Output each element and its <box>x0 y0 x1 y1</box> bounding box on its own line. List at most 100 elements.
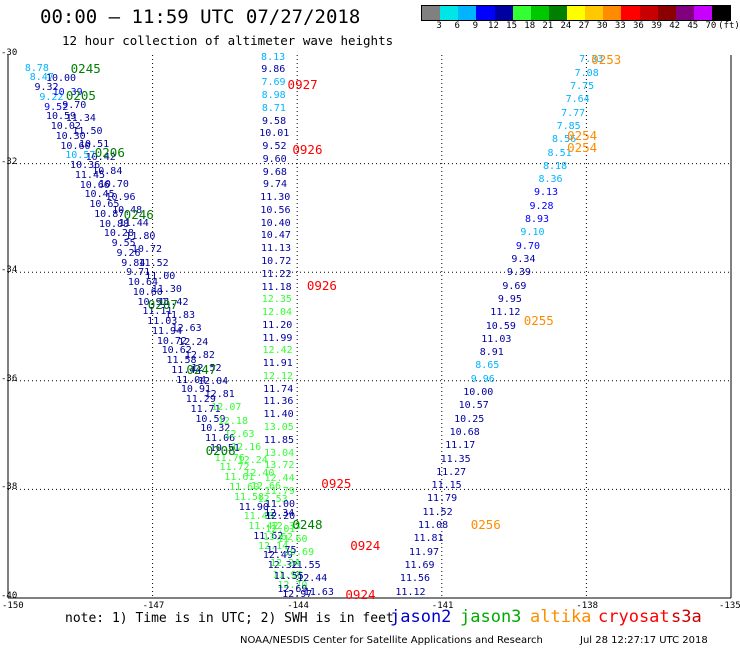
wave-height-value: 10.42 <box>85 152 116 164</box>
colorbar-swatch <box>585 6 604 20</box>
wave-height-value: 11.81 <box>413 533 444 545</box>
wave-height-value: 10.65 <box>89 199 120 211</box>
wave-height-value: 11.80 <box>125 231 156 243</box>
wave-height-value: 11.03 <box>147 316 178 328</box>
wave-height-value: 8.65 <box>475 360 500 372</box>
wave-height-value: 12.44 <box>297 573 328 585</box>
wave-height-value: 11.40 <box>243 511 274 523</box>
longitude-tick-label: -135 <box>719 601 740 611</box>
pass-time-label: 0207 <box>147 296 178 312</box>
wave-height-value: 10.70 <box>98 178 129 190</box>
wave-height-value: 12.20 <box>265 511 296 523</box>
wave-height-value: 11.85 <box>263 434 295 446</box>
wave-height-value: 12.63 <box>171 323 202 335</box>
wave-height-value: 11.22 <box>261 268 292 280</box>
wave-height-value: 8.56 <box>552 134 577 146</box>
wave-height-value: 11.36 <box>263 396 294 408</box>
wave-height-value: 13.04 <box>264 447 295 459</box>
wave-height-value: 10.84 <box>92 165 123 177</box>
wave-height-value: 11.72 <box>219 462 250 474</box>
wave-height-value: 11.12 <box>490 307 521 319</box>
wave-height-value: 9.52 <box>262 141 287 153</box>
colorbar-label: 30 <box>596 21 608 31</box>
wave-height-value: 11.11 <box>142 306 173 318</box>
wave-height-value: 12.49 <box>262 550 293 562</box>
colorbar-swatch <box>494 6 513 20</box>
wave-height-value: 8.13 <box>261 51 286 63</box>
wave-height-value: 13.05 <box>263 421 294 433</box>
longitude-tick-label: -150 <box>2 601 24 611</box>
pass-time-label: 0924 <box>345 587 376 603</box>
wave-height-value: 11.12 <box>395 586 426 598</box>
wave-height-value: 7.85 <box>556 120 581 132</box>
wave-height-value: 9.58 <box>262 115 287 127</box>
wave-height-value: 10.01 <box>259 128 290 140</box>
wave-height-value: 11.75 <box>266 545 297 557</box>
wave-height-value: 8.36 <box>538 174 563 186</box>
wave-height-value: 10.51 <box>79 139 110 151</box>
wave-height-value: 8.71 <box>261 102 286 114</box>
map-subtitle: 12 hour collection of altimeter wave hei… <box>62 33 394 48</box>
wave-height-value: 9.74 <box>263 179 288 191</box>
wave-height-value: 12.81 <box>204 389 235 401</box>
wave-height-value: 10.39 <box>52 86 83 98</box>
colorbar-label: 39 <box>651 21 662 31</box>
wave-height-value: 9.96 <box>470 373 495 385</box>
wave-height-value: 11.17 <box>445 440 476 452</box>
pass-time-label: 0254 <box>567 140 598 156</box>
wave-height-value: 10.36 <box>70 160 101 172</box>
colorbar-swatch <box>712 6 731 20</box>
wave-height-value: 12.42 <box>262 345 293 357</box>
wave-height-value: 10.66 <box>79 179 110 191</box>
wave-height-value: 10.60 <box>132 286 163 298</box>
wave-height-value: 11.55 <box>273 570 304 582</box>
wave-height-value: 12.52 <box>191 362 222 374</box>
wave-height-value: 12.70 <box>277 579 308 591</box>
legend-note: note: 1) Time is in UTC; 2) SWH is in fe… <box>65 611 394 626</box>
wave-height-value: 11.74 <box>263 383 294 395</box>
wave-height-value: 10.87 <box>94 208 125 220</box>
wave-height-colorbar <box>421 5 731 21</box>
wave-height-value: 9.84 <box>121 257 146 269</box>
wave-height-value: 9.70 <box>515 240 540 252</box>
latitude-tick-label: -38 <box>1 482 18 493</box>
wave-height-value: 11.30 <box>151 283 182 295</box>
wave-height-value: 12.07 <box>211 402 242 414</box>
wave-height-value: 7.69 <box>261 77 286 89</box>
wave-height-value: 10.02 <box>50 121 81 133</box>
wave-height-value: 10.91 <box>137 296 168 308</box>
wave-height-value: 8.51 <box>547 147 572 159</box>
wave-height-value: 12.82 <box>184 349 215 361</box>
wave-height-value: 10.30 <box>55 130 86 142</box>
wave-height-value: 11.27 <box>436 466 467 478</box>
wave-height-value: 11.69 <box>404 559 435 571</box>
wave-height-value: 10.69 <box>283 547 315 559</box>
pass-time-label: 0926 <box>306 277 337 293</box>
latitude-tick-label: -32 <box>1 156 18 167</box>
legend-item-jason3: jason3 <box>460 607 522 627</box>
wave-height-value: 10.64 <box>127 277 159 289</box>
colorbar-label: 42 <box>669 21 681 31</box>
wave-height-value: 12.24 <box>270 558 301 570</box>
colorbar-label: 70 <box>705 21 717 31</box>
pass-time-label: 0924 <box>350 538 381 554</box>
wave-height-value: 9.60 <box>262 153 287 165</box>
wave-height-value: 9.28 <box>529 200 554 212</box>
wave-height-value: 12.66 <box>250 481 282 493</box>
wave-height-value: 10.47 <box>260 230 291 242</box>
wave-height-value: 10.96 <box>105 191 136 203</box>
wave-height-value: 12.44 <box>264 473 295 485</box>
wave-height-value: 11.44 <box>171 364 202 376</box>
latitude-tick-label: -30 <box>1 48 18 58</box>
wave-height-value: 10.00 <box>45 73 77 85</box>
wave-height-value: 9.52 <box>44 101 69 113</box>
wave-height-value: 9.39 <box>506 267 531 279</box>
wave-height-value: 11.18 <box>261 281 292 293</box>
wave-height-value: 11.76 <box>214 452 245 464</box>
colorbar-swatch <box>458 6 477 20</box>
legend-item-altika: altika <box>530 607 592 627</box>
wave-height-value: 9.68 <box>262 166 287 178</box>
wave-height-value: 11.29 <box>185 394 216 406</box>
